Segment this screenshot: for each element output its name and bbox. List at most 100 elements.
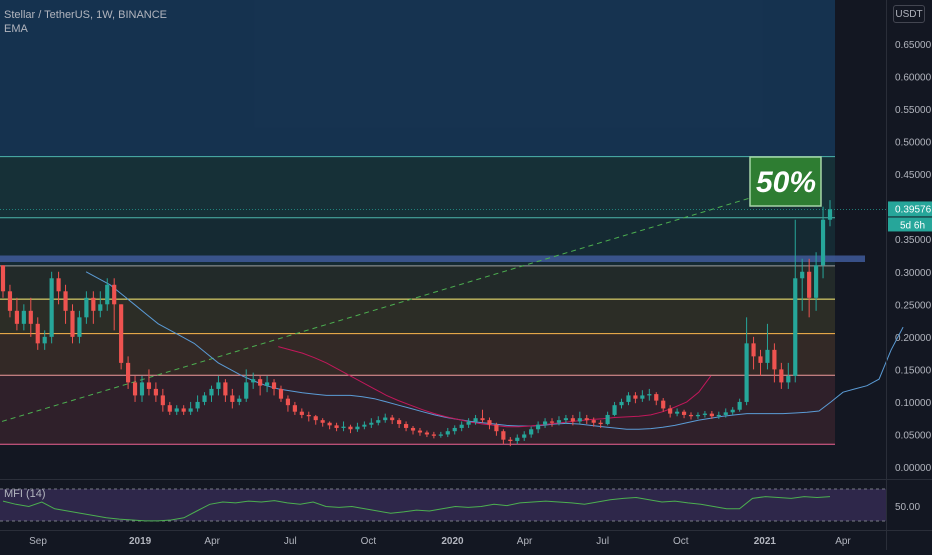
candle bbox=[28, 297, 33, 337]
candle bbox=[258, 375, 263, 396]
candle-body bbox=[188, 408, 193, 412]
candle bbox=[105, 278, 110, 311]
candle-body bbox=[661, 400, 666, 409]
candle bbox=[529, 426, 534, 438]
candle-body bbox=[744, 343, 749, 402]
candle bbox=[508, 437, 513, 447]
candle bbox=[195, 395, 200, 412]
candle-body bbox=[91, 297, 96, 311]
candle-body bbox=[501, 431, 506, 440]
candle bbox=[598, 420, 603, 428]
price-badge-value: 0.39576 bbox=[895, 204, 932, 215]
candle-body bbox=[820, 219, 826, 266]
candle-body bbox=[494, 424, 499, 432]
candle bbox=[202, 392, 207, 406]
candle bbox=[341, 421, 346, 432]
candle-body bbox=[14, 310, 19, 324]
x-tick-label: Apr bbox=[835, 536, 851, 547]
candle bbox=[668, 405, 673, 418]
candle-body bbox=[49, 278, 54, 337]
candle bbox=[188, 401, 193, 415]
x-tick-label: Jul bbox=[596, 536, 609, 547]
candle-body bbox=[800, 271, 805, 279]
candle-body bbox=[445, 431, 450, 435]
candle bbox=[695, 412, 701, 419]
candle bbox=[626, 392, 631, 406]
candle bbox=[278, 385, 284, 402]
candle bbox=[181, 405, 186, 415]
candle-body bbox=[633, 395, 638, 399]
candle bbox=[313, 414, 318, 425]
fib-zone-4 bbox=[0, 333, 835, 376]
candle bbox=[494, 422, 499, 436]
candle bbox=[744, 317, 749, 406]
candle-body bbox=[271, 382, 277, 389]
candle-body bbox=[563, 418, 569, 421]
candle bbox=[139, 375, 145, 402]
candle bbox=[772, 343, 777, 383]
candle-body bbox=[355, 426, 360, 430]
candle-body bbox=[0, 265, 6, 292]
mfi-label[interactable]: MFI (14) bbox=[4, 488, 46, 500]
candle bbox=[675, 408, 680, 417]
candle bbox=[21, 304, 26, 331]
candle bbox=[737, 398, 742, 412]
candle-body bbox=[160, 395, 165, 406]
y-tick-label: 0.00000 bbox=[895, 463, 932, 474]
support-zone bbox=[0, 255, 865, 263]
candle-body bbox=[619, 401, 624, 406]
candle bbox=[522, 431, 527, 441]
candle bbox=[63, 284, 68, 324]
candle-body bbox=[244, 382, 249, 399]
candle-body bbox=[105, 284, 110, 305]
candle-body bbox=[98, 304, 103, 311]
candle bbox=[765, 323, 770, 370]
candle bbox=[271, 379, 277, 396]
candle-body bbox=[202, 395, 207, 402]
candle-body bbox=[612, 405, 617, 415]
indicator-label[interactable]: EMA bbox=[4, 23, 28, 35]
x-tick-label: Apr bbox=[517, 536, 533, 547]
candle bbox=[334, 422, 339, 432]
candle bbox=[640, 390, 645, 402]
y-tick-label: 0.05000 bbox=[895, 430, 932, 441]
candle bbox=[654, 392, 659, 406]
candle-body bbox=[786, 375, 791, 383]
candle bbox=[487, 417, 492, 430]
candle bbox=[119, 304, 124, 370]
symbol-title[interactable]: Stellar / TetherUS, 1W, BINANCE bbox=[4, 9, 168, 21]
currency-button[interactable]: USDT bbox=[893, 5, 925, 23]
candle-body bbox=[522, 434, 527, 438]
candle-body bbox=[390, 417, 395, 421]
candle bbox=[702, 411, 707, 418]
fib-zone-5 bbox=[0, 375, 835, 445]
candle bbox=[473, 414, 478, 425]
candle-body bbox=[549, 421, 555, 423]
candle bbox=[661, 398, 666, 412]
y-tick-label: 0.25000 bbox=[895, 300, 932, 311]
candle bbox=[688, 412, 694, 420]
candle bbox=[424, 430, 430, 438]
candle bbox=[160, 388, 165, 412]
candle-body bbox=[584, 418, 589, 421]
candle-body bbox=[716, 414, 721, 417]
candle-body bbox=[139, 382, 145, 396]
candle-body bbox=[348, 426, 353, 430]
candle-body bbox=[403, 424, 409, 428]
candle bbox=[327, 421, 332, 430]
candle-body bbox=[313, 416, 318, 421]
candle bbox=[827, 200, 833, 227]
candle-body bbox=[779, 369, 784, 383]
candle-body bbox=[21, 310, 26, 324]
candle-body bbox=[306, 414, 311, 417]
candle-body bbox=[70, 310, 75, 337]
candle bbox=[264, 375, 270, 393]
candle bbox=[431, 431, 436, 439]
candle bbox=[536, 421, 541, 434]
candle-body bbox=[251, 379, 256, 383]
price-badge: 0.39576 5d 6h bbox=[888, 201, 932, 232]
candle-body bbox=[758, 356, 763, 363]
candle-body bbox=[591, 420, 596, 423]
